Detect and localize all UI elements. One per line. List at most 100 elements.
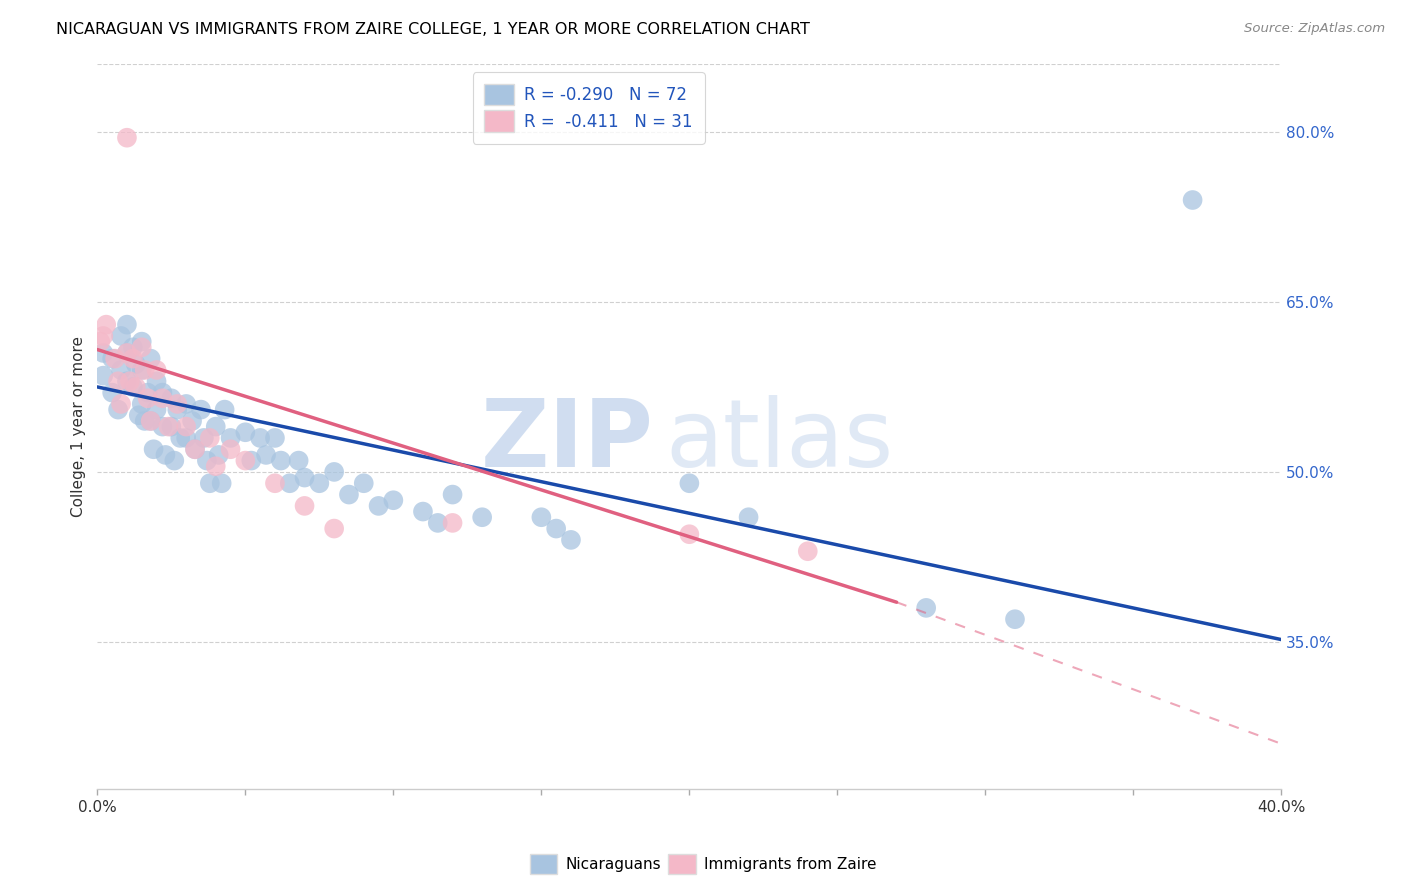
Point <box>382 493 405 508</box>
Point <box>160 419 183 434</box>
Point <box>115 318 138 332</box>
Point <box>101 351 124 366</box>
Point <box>115 346 138 360</box>
Point <box>110 329 132 343</box>
Point <box>128 409 150 423</box>
Point <box>125 380 148 394</box>
Point <box>166 397 188 411</box>
Point <box>139 414 162 428</box>
Point <box>235 425 257 440</box>
Point <box>367 499 389 513</box>
Point <box>190 402 212 417</box>
Point <box>91 368 114 383</box>
Point <box>294 499 316 513</box>
Point <box>174 419 197 434</box>
Point <box>96 318 118 332</box>
Point <box>131 340 153 354</box>
Point <box>152 419 174 434</box>
Point <box>142 442 165 457</box>
Point <box>441 487 464 501</box>
Point <box>131 397 153 411</box>
Point <box>163 453 186 467</box>
Point <box>101 385 124 400</box>
Point <box>198 431 221 445</box>
Point <box>91 329 114 343</box>
Point <box>174 431 197 445</box>
Point <box>249 431 271 445</box>
Point <box>107 374 129 388</box>
Point <box>131 334 153 349</box>
Text: ZIP: ZIP <box>481 395 654 487</box>
Point <box>270 453 292 467</box>
Point <box>308 476 330 491</box>
Point <box>1181 193 1204 207</box>
Point <box>122 380 145 394</box>
Point <box>152 385 174 400</box>
Point <box>560 533 582 547</box>
Point <box>110 397 132 411</box>
Point <box>426 516 449 530</box>
Point <box>323 465 346 479</box>
Point <box>204 419 226 434</box>
Point <box>441 516 464 530</box>
Point <box>737 510 759 524</box>
Point <box>678 527 700 541</box>
Point <box>169 431 191 445</box>
Point <box>91 346 114 360</box>
Point <box>181 414 204 428</box>
Point <box>145 374 167 388</box>
Point <box>235 453 257 467</box>
Point <box>115 374 138 388</box>
Point <box>184 442 207 457</box>
Point <box>412 505 434 519</box>
Point <box>214 402 236 417</box>
Point <box>264 476 287 491</box>
Point <box>136 385 159 400</box>
Point <box>157 419 180 434</box>
Point <box>254 448 277 462</box>
Point <box>287 453 309 467</box>
Point <box>193 431 215 445</box>
Point <box>353 476 375 491</box>
Point <box>174 397 197 411</box>
Y-axis label: College, 1 year or more: College, 1 year or more <box>72 336 86 517</box>
Point <box>110 363 132 377</box>
Point <box>337 487 360 501</box>
Point <box>139 414 162 428</box>
Legend: Nicaraguans, Immigrants from Zaire: Nicaraguans, Immigrants from Zaire <box>524 848 882 880</box>
Legend: R = -0.290   N = 72, R =  -0.411   N = 31: R = -0.290 N = 72, R = -0.411 N = 31 <box>472 72 704 144</box>
Point <box>152 392 174 406</box>
Point <box>155 448 177 462</box>
Point <box>134 414 156 428</box>
Point <box>797 544 820 558</box>
Point <box>122 351 145 366</box>
Point <box>264 431 287 445</box>
Point <box>118 374 141 388</box>
Point <box>211 476 233 491</box>
Point <box>219 431 242 445</box>
Point <box>915 600 938 615</box>
Point <box>131 363 153 377</box>
Point <box>240 453 263 467</box>
Point <box>204 459 226 474</box>
Point <box>104 351 127 366</box>
Point <box>115 346 138 360</box>
Point <box>198 476 221 491</box>
Point <box>166 402 188 417</box>
Point <box>160 392 183 406</box>
Point <box>184 442 207 457</box>
Point <box>89 334 111 349</box>
Point <box>115 130 138 145</box>
Point <box>471 510 494 524</box>
Point <box>1004 612 1026 626</box>
Point <box>208 448 231 462</box>
Point <box>145 363 167 377</box>
Point <box>530 510 553 524</box>
Text: Source: ZipAtlas.com: Source: ZipAtlas.com <box>1244 22 1385 36</box>
Point <box>145 402 167 417</box>
Text: NICARAGUAN VS IMMIGRANTS FROM ZAIRE COLLEGE, 1 YEAR OR MORE CORRELATION CHART: NICARAGUAN VS IMMIGRANTS FROM ZAIRE COLL… <box>56 22 810 37</box>
Point <box>219 442 242 457</box>
Point <box>134 363 156 377</box>
Point <box>323 522 346 536</box>
Point <box>125 357 148 371</box>
